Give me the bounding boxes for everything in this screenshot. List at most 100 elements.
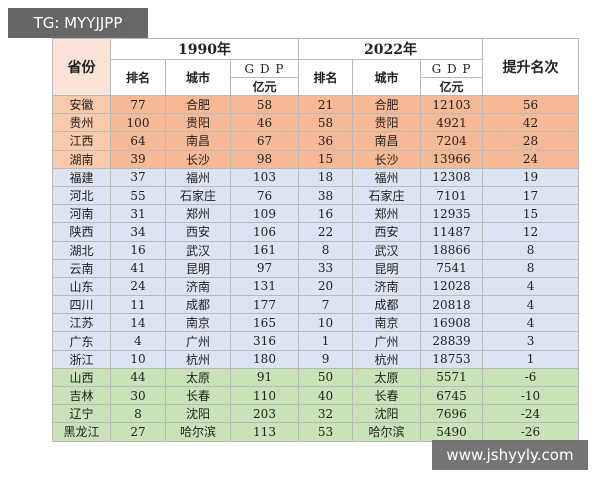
- city-2022: 济南: [352, 276, 422, 297]
- province: 湖南: [52, 149, 111, 169]
- table-header: 省份 1990年 2022年 提升名次 排名 城市 G D P 排名 城市 G …: [52, 38, 580, 96]
- city-2022: 贵阳: [352, 113, 422, 133]
- rank-rise: 8: [482, 240, 580, 260]
- rank-2022: 21: [298, 94, 354, 115]
- table-row: 黑龙江 27 哈尔滨 113 53 哈尔滨 5490 -26: [52, 422, 580, 442]
- rank-header: 排名: [110, 59, 166, 96]
- rank-header: 排名: [298, 59, 354, 96]
- rank-2022: 10: [298, 313, 354, 333]
- rank-2022: 36: [298, 131, 354, 151]
- province: 河南: [52, 204, 111, 224]
- city-header: 城市: [165, 59, 231, 96]
- gdp-2022: 6745: [420, 385, 484, 406]
- rank-2022: 53: [298, 422, 354, 442]
- city-1990: 南京: [165, 313, 231, 333]
- rank-1990: 34: [110, 222, 166, 242]
- table-row: 江苏 14 南京 165 10 南京 16908 4: [52, 313, 580, 333]
- table-row: 云南 41 昆明 97 33 昆明 7541 8: [52, 258, 580, 278]
- rank-rise: -10: [482, 385, 580, 406]
- city-2022: 郑州: [352, 204, 422, 224]
- rank-1990: 24: [110, 276, 166, 297]
- table-row: 山东 24 济南 131 20 济南 12028 4: [52, 276, 580, 297]
- rank-2022: 1: [298, 331, 354, 351]
- rank-2022: 9: [298, 349, 354, 369]
- city-1990: 西安: [165, 222, 231, 242]
- rank-1990: 37: [110, 167, 166, 187]
- rank-1990: 64: [110, 131, 166, 151]
- city-1990: 郑州: [165, 204, 231, 224]
- gdp-header: G D P: [229, 59, 300, 78]
- rank-1990: 41: [110, 258, 166, 278]
- gdp-2022: 12103: [420, 94, 484, 115]
- city-2022: 西安: [352, 222, 422, 242]
- rise-header: 提升名次: [482, 38, 580, 96]
- gdp-1990: 110: [229, 385, 300, 406]
- city-1990: 太原: [165, 367, 231, 388]
- table-row: 江西 64 南昌 67 36 南昌 7204 28: [52, 131, 580, 151]
- table-row: 贵州 100 贵阳 46 58 贵阳 4921 42: [52, 113, 580, 133]
- gdp-1990: 98: [229, 149, 300, 169]
- gdp-2022: 13966: [420, 149, 484, 169]
- rank-1990: 39: [110, 149, 166, 169]
- rank-2022: 38: [298, 185, 354, 206]
- gdp-1990: 177: [229, 295, 300, 315]
- province: 吉林: [52, 385, 111, 406]
- gdp-header: G D P: [420, 59, 484, 78]
- rank-1990: 77: [110, 94, 166, 115]
- city-1990: 南昌: [165, 131, 231, 151]
- gdp-1990: 106: [229, 222, 300, 242]
- city-2022: 南昌: [352, 131, 422, 151]
- gdp-1990: 161: [229, 240, 300, 260]
- gdp-1990: 91: [229, 367, 300, 388]
- city-2022: 石家庄: [352, 185, 422, 206]
- city-1990: 成都: [165, 295, 231, 315]
- gdp-2022: 7541: [420, 258, 484, 278]
- province: 浙江: [52, 349, 111, 369]
- province: 山东: [52, 276, 111, 297]
- province: 贵州: [52, 113, 111, 133]
- gdp-1990: 109: [229, 204, 300, 224]
- table-row: 陕西 34 西安 106 22 西安 11487 12: [52, 222, 580, 242]
- rank-rise: 1: [482, 349, 580, 369]
- rank-1990: 30: [110, 385, 166, 406]
- rank-rise: 12: [482, 222, 580, 242]
- city-2022: 福州: [352, 167, 422, 187]
- rank-2022: 32: [298, 404, 354, 424]
- gdp-2022: 12308: [420, 167, 484, 187]
- city-2022: 南京: [352, 313, 422, 333]
- rank-rise: 4: [482, 313, 580, 333]
- rank-2022: 58: [298, 113, 354, 133]
- rank-rise: 8: [482, 258, 580, 278]
- rank-1990: 4: [110, 331, 166, 351]
- rank-rise: 42: [482, 113, 580, 133]
- table-row: 湖南 39 长沙 98 15 长沙 13966 24: [52, 149, 580, 169]
- gdp-1990: 76: [229, 185, 300, 206]
- gdp-1990: 131: [229, 276, 300, 297]
- gdp-1990: 67: [229, 131, 300, 151]
- gdp-2022: 7696: [420, 404, 484, 424]
- rank-2022: 16: [298, 204, 354, 224]
- gdp-1990: 113: [229, 422, 300, 442]
- gdp-2022: 12028: [420, 276, 484, 297]
- province: 江苏: [52, 313, 111, 333]
- gdp-1990: 316: [229, 331, 300, 351]
- city-2022: 成都: [352, 295, 422, 315]
- province: 湖北: [52, 240, 111, 260]
- rank-1990: 11: [110, 295, 166, 315]
- province: 广东: [52, 331, 111, 351]
- gdp-1990: 180: [229, 349, 300, 369]
- rank-1990: 100: [110, 113, 166, 133]
- rank-2022: 20: [298, 276, 354, 297]
- rank-rise: 19: [482, 167, 580, 187]
- gdp-2022: 16908: [420, 313, 484, 333]
- gdp-2022: 28839: [420, 331, 484, 351]
- rank-1990: 14: [110, 313, 166, 333]
- city-2022: 长沙: [352, 149, 422, 169]
- rank-1990: 31: [110, 204, 166, 224]
- city-1990: 武汉: [165, 240, 231, 260]
- gdp-2022: 5490: [420, 422, 484, 442]
- rank-1990: 8: [110, 404, 166, 424]
- province: 云南: [52, 258, 111, 278]
- city-2022: 沈阳: [352, 404, 422, 424]
